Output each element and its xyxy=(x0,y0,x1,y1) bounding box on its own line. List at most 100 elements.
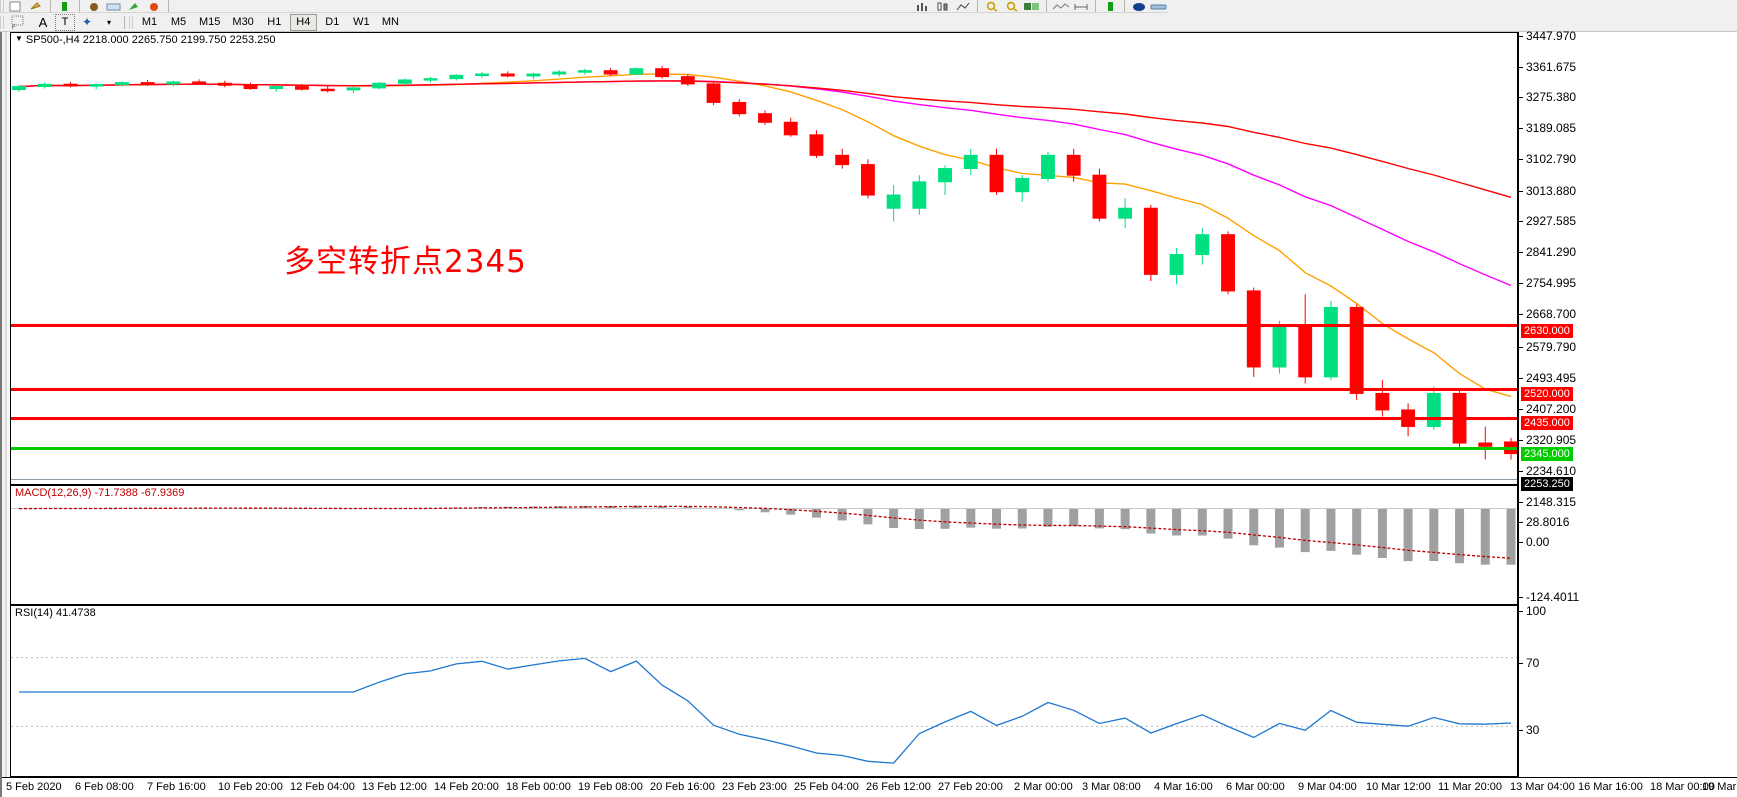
toolbar-grip[interactable] xyxy=(0,0,6,12)
chart-annotation-text[interactable]: 多空转折点2345 xyxy=(284,244,527,280)
time-axis-label: 9 Mar 04:00 xyxy=(1298,781,1357,793)
chart-window[interactable]: 多空转折点2345 ▼ SP500-,H4 2218.000 2265.750 2… xyxy=(0,29,1737,797)
macd-signal-line xyxy=(18,505,1512,559)
crosshair-icon[interactable]: F xyxy=(7,14,31,31)
candlestick xyxy=(860,159,875,199)
tick-mark xyxy=(1519,611,1523,612)
terminal-icon[interactable] xyxy=(144,0,164,12)
new-order-icon[interactable] xyxy=(55,0,75,12)
candlestick xyxy=(320,85,335,93)
time-axis-label: 7 Feb 16:00 xyxy=(147,781,206,793)
rsi-pane-canvas[interactable] xyxy=(11,606,1517,776)
chart-shift-icon[interactable] xyxy=(1022,0,1042,12)
rsi-indicator-label[interactable]: RSI(14) 41.4738 xyxy=(15,607,96,619)
timeframe-button-h1[interactable]: H1 xyxy=(267,16,282,28)
indicators-icon[interactable] xyxy=(1051,0,1071,12)
resistance-2520-badge[interactable]: 2520.000 xyxy=(1521,387,1573,401)
timeframe-button-w1[interactable]: W1 xyxy=(353,16,370,28)
expert-advisors-icon[interactable] xyxy=(1129,0,1149,12)
resistance-2435-badge[interactable]: 2435.000 xyxy=(1521,416,1573,430)
data-window-icon[interactable] xyxy=(104,0,124,12)
time-scale[interactable]: 5 Feb 2020 6 Feb 08:00 7 Feb 16:00 10 Feb 2… xyxy=(2,777,1737,797)
support-2345-badge[interactable]: 2345.000 xyxy=(1521,447,1573,461)
candlestick xyxy=(578,68,592,75)
templates-icon[interactable] xyxy=(1100,0,1120,12)
macd-pane[interactable]: MACD(12,26,9) -71.7388 -67.9369 xyxy=(11,485,1517,605)
time-axis-label: 12 Feb 04:00 xyxy=(290,781,355,793)
timeframe-button-m15[interactable]: M15 xyxy=(199,16,221,28)
tick-mark xyxy=(1519,471,1523,472)
timeframe-button-m5[interactable]: M5 xyxy=(170,16,187,28)
timeframe-button-m30[interactable]: M30 xyxy=(232,16,254,28)
candlestick-chart-icon[interactable] xyxy=(933,0,953,12)
text-box-button[interactable]: T xyxy=(55,13,75,31)
price-pane-canvas[interactable]: 多空转折点2345 xyxy=(11,33,1517,484)
time-axis-label: 26 Feb 12:00 xyxy=(866,781,931,793)
time-axis-label: 14 Feb 20:00 xyxy=(434,781,499,793)
candlestick xyxy=(552,70,567,77)
zoom-out-icon[interactable] xyxy=(1002,0,1022,12)
level-line-2435[interactable] xyxy=(11,417,1517,420)
candlestick xyxy=(758,110,772,125)
price-pane[interactable]: 多空转折点2345 ▼ SP500-,H4 2218.000 2265.750 2… xyxy=(11,32,1517,485)
candlestick xyxy=(114,81,129,87)
time-axis-label: 11 Mar 20:00 xyxy=(1438,781,1503,793)
line-chart-icon[interactable] xyxy=(953,0,973,12)
level-line-2345[interactable] xyxy=(11,447,1517,450)
time-axis-label: 20 Feb 16:00 xyxy=(650,781,715,793)
macd-pane-canvas[interactable] xyxy=(11,486,1517,604)
tick-mark xyxy=(1519,67,1523,68)
line-studies-toolbar[interactable]: F A T ✦ ▾ M1 M5 M15 M30 H1 H4 D1 W1 MN xyxy=(0,13,1737,32)
autotrading-icon[interactable] xyxy=(84,0,104,12)
timeframe-button-mn[interactable]: MN xyxy=(381,16,399,28)
last-price-badge[interactable]: 2253.250 xyxy=(1521,477,1573,491)
tick-mark xyxy=(1519,128,1523,129)
price-scale[interactable]: 3447.970 3361.675 3275.380 3189.085 3102.790… xyxy=(1517,29,1737,777)
candlestick xyxy=(166,80,181,87)
level-line-2630[interactable] xyxy=(11,324,1517,327)
tick-mark xyxy=(1519,36,1523,37)
main-toolbar[interactable] xyxy=(0,0,1169,13)
navigator-icon[interactable] xyxy=(124,0,144,12)
tick-mark xyxy=(1519,252,1523,253)
new-chart-icon[interactable] xyxy=(6,0,26,12)
macd-indicator-label[interactable]: MACD(12,26,9) -71.7388 -67.9369 xyxy=(15,487,185,499)
tick-label: 2493.495 xyxy=(1526,371,1577,385)
candlestick xyxy=(732,99,747,117)
candlestick xyxy=(1246,287,1261,377)
candlestick xyxy=(1118,198,1133,229)
chevron-down-icon[interactable]: ▾ xyxy=(106,17,111,27)
timeframe-group[interactable]: M1 M5 M15 M30 H1 H4 D1 W1 MN xyxy=(135,13,405,31)
chart-symbol-header[interactable]: ▼ SP500-,H4 2218.000 2265.750 2199.750 22… xyxy=(15,34,275,46)
timeframe-button-m1[interactable]: M1 xyxy=(141,16,158,28)
tick-label: 3361.675 xyxy=(1526,60,1577,74)
candlestick xyxy=(217,80,232,88)
tick-label: 100 xyxy=(1526,604,1547,618)
strategy-tester-icon[interactable] xyxy=(1149,0,1169,12)
drawings-button[interactable]: ✦ xyxy=(81,15,93,29)
tick-mark xyxy=(1519,159,1523,160)
timeframe-grip[interactable] xyxy=(129,15,135,29)
candlestick xyxy=(1375,380,1390,417)
resistance-2630-badge[interactable]: 2630.000 xyxy=(1521,324,1573,338)
candlestick xyxy=(603,68,618,76)
time-axis-label: 19 Mar 12:00 xyxy=(1702,781,1737,793)
time-axis-label: 5 Feb 2020 xyxy=(6,781,62,793)
toolbar-grip[interactable] xyxy=(0,15,6,29)
tick-label: 2927.585 xyxy=(1526,214,1577,228)
level-line-2520[interactable] xyxy=(11,388,1517,391)
candlestick xyxy=(1478,426,1493,460)
periods-icon[interactable] xyxy=(1071,0,1091,12)
collapse-arrow-icon[interactable]: ▼ xyxy=(15,34,23,43)
last-price-line[interactable] xyxy=(11,479,1517,480)
chart-scrollbar-left[interactable] xyxy=(2,32,11,777)
timeframe-button-d1[interactable]: D1 xyxy=(325,16,340,28)
zoom-in-icon[interactable] xyxy=(982,0,1002,12)
text-label-button[interactable]: A xyxy=(38,14,48,30)
timeframe-button-h4[interactable]: H4 xyxy=(289,13,317,31)
rsi-pane[interactable]: RSI(14) 41.4738 xyxy=(11,605,1517,777)
bar-chart-icon[interactable] xyxy=(913,0,933,12)
profiles-icon[interactable] xyxy=(26,0,46,12)
tick-mark xyxy=(1519,663,1523,664)
candlestick xyxy=(835,148,850,169)
